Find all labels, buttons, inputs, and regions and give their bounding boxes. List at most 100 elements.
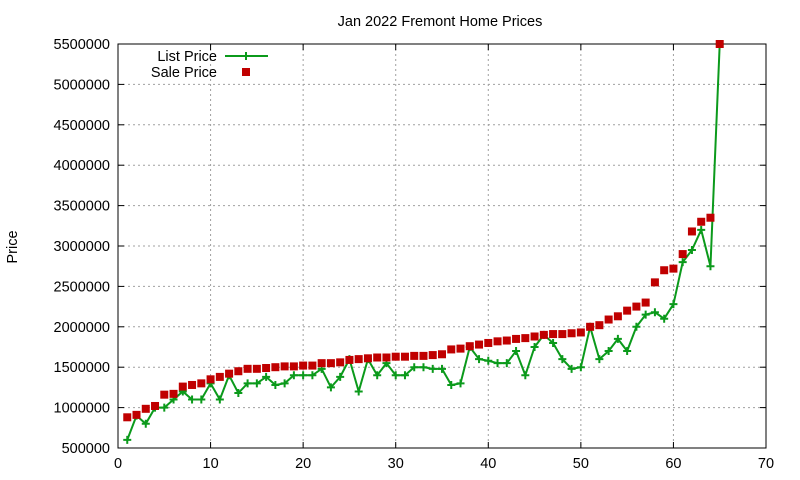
sale-price-point (502, 336, 511, 345)
list-price-point (160, 403, 169, 412)
list-price-point (595, 355, 604, 364)
sale-price-point (308, 361, 317, 370)
sale-price-point (141, 404, 150, 413)
sale-price-point (687, 227, 696, 236)
sale-price-point (363, 354, 372, 363)
sale-price-point (623, 306, 632, 315)
list-price-series (123, 40, 724, 444)
sale-price-point (613, 312, 622, 321)
sale-price-point (493, 337, 502, 346)
sale-price-point (604, 315, 613, 324)
legend-marker-list-price (242, 52, 250, 60)
sale-price-point (336, 358, 345, 367)
sale-price-point (521, 334, 530, 343)
list-price-point (400, 371, 409, 380)
y-tick-label: 4500000 (54, 118, 110, 134)
sale-price-point (178, 382, 187, 391)
list-price-point (456, 379, 465, 388)
sale-price-point (660, 266, 669, 275)
sale-price-point (465, 342, 474, 351)
list-price-point (428, 364, 437, 373)
list-price-point (660, 314, 669, 323)
chart-title: Jan 2022 Fremont Home Prices (338, 14, 543, 30)
sale-price-point (650, 278, 659, 287)
sale-price-point (271, 363, 280, 372)
y-tick-label: 2000000 (54, 320, 110, 336)
list-price-point (567, 364, 576, 373)
sale-price-point (632, 302, 641, 311)
y-tick-label: 3500000 (54, 199, 110, 215)
list-price-point (289, 371, 298, 380)
list-price-point (252, 379, 261, 388)
list-price-point (493, 359, 502, 368)
sale-price-point (188, 380, 197, 389)
sale-price-point (243, 364, 252, 373)
list-price-point (299, 371, 308, 380)
list-price-point (234, 389, 243, 398)
list-price-point (336, 372, 345, 381)
list-price-point (706, 262, 715, 271)
grid-lines (118, 44, 766, 448)
sale-price-series (123, 40, 724, 422)
list-price-point (262, 372, 271, 381)
list-price-point (243, 379, 252, 388)
sale-price-point (132, 410, 141, 419)
y-tick-label: 1000000 (54, 401, 110, 417)
list-price-point (326, 383, 335, 392)
sale-price-point (225, 369, 234, 378)
x-tick-label: 50 (573, 456, 589, 472)
list-price-point (669, 300, 678, 309)
sale-price-point (586, 322, 595, 331)
sale-price-point (549, 330, 558, 339)
list-price-point (354, 387, 363, 396)
y-tick-label: 4000000 (54, 158, 110, 174)
list-price-point (271, 380, 280, 389)
x-tick-label: 40 (480, 456, 496, 472)
list-price-point (419, 363, 428, 372)
legend-label-sale-price: Sale Price (151, 65, 217, 81)
sale-price-point (391, 352, 400, 361)
sale-price-point (197, 379, 206, 388)
sale-price-point (289, 362, 298, 371)
list-price-point (188, 395, 197, 404)
list-price-point (623, 347, 632, 356)
sale-price-point (428, 351, 437, 360)
list-price-point (521, 371, 530, 380)
sale-price-point (382, 353, 391, 362)
sale-price-point (641, 298, 650, 307)
sale-price-point (262, 364, 271, 373)
sale-price-point (567, 329, 576, 338)
sale-price-point (706, 213, 715, 222)
sale-price-point (169, 389, 178, 398)
x-tick-label: 0 (114, 456, 122, 472)
x-tick-label: 30 (388, 456, 404, 472)
list-price-point (438, 364, 446, 373)
legend-label-list-price: List Price (157, 49, 217, 65)
list-price-point (410, 363, 419, 372)
sale-price-point (539, 330, 548, 339)
list-price-point (549, 338, 558, 347)
list-price-point (280, 379, 289, 388)
y-tick-label: 500000 (62, 441, 110, 457)
y-axis-ticks: 500000 1000000 1500000 2000000 2500000 300000… (54, 37, 766, 457)
x-tick-label: 60 (665, 456, 681, 472)
y-axis-label: Price (5, 230, 21, 263)
list-price-point (678, 258, 687, 267)
sale-price-point (326, 359, 335, 368)
x-tick-label: 20 (295, 456, 311, 472)
list-price-point (687, 246, 696, 255)
sale-price-point (678, 250, 687, 259)
list-price-point (215, 395, 224, 404)
sale-price-point (345, 355, 354, 364)
sale-price-point (576, 328, 585, 337)
sale-price-point (447, 345, 456, 354)
sale-price-point (595, 321, 604, 330)
y-tick-label: 3000000 (54, 239, 110, 255)
sale-price-point (252, 364, 261, 373)
sale-price-point (373, 353, 382, 362)
sale-price-point (438, 350, 446, 359)
x-axis-ticks: 0 10 20 30 40 50 60 70 (114, 44, 774, 472)
list-price-point (475, 355, 484, 364)
list-price-point (391, 371, 400, 380)
